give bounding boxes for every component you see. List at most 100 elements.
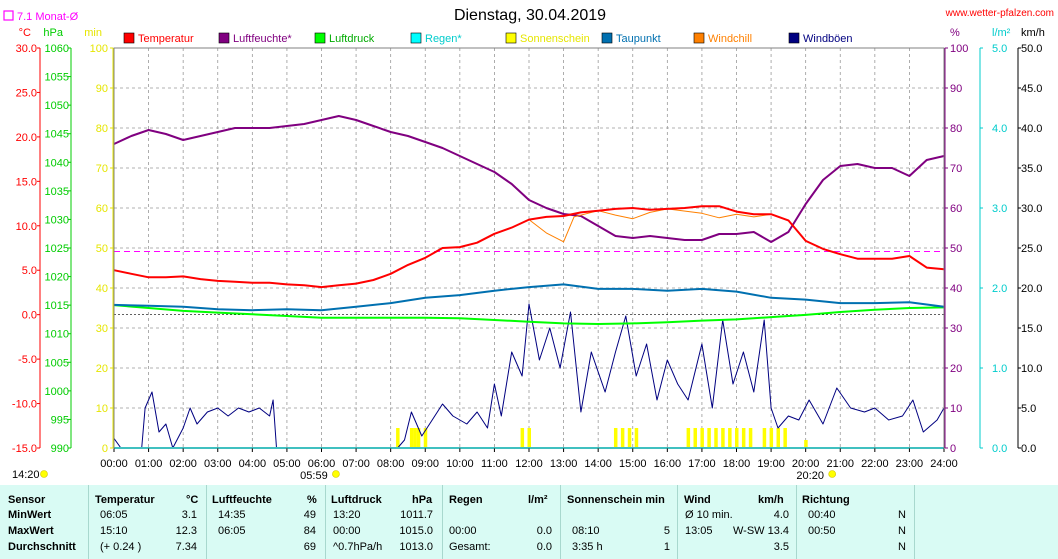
stats-header-wind: Wind <box>684 494 711 506</box>
y-tick-label: 20 <box>96 363 108 375</box>
x-tick-label: 15:00 <box>619 458 647 470</box>
stats-cell-label: MinWert <box>8 509 52 521</box>
y-tick-label: 4.0 <box>992 123 1007 135</box>
y-tick-label: 30.0 <box>1021 203 1042 215</box>
y-tick-label: 10 <box>950 403 962 415</box>
current-time-sun-icon <box>40 470 48 478</box>
y-tick-label: 10.0 <box>16 221 37 233</box>
y-tick-label: 1055 <box>45 72 69 84</box>
sunrise-label: 05:59 <box>300 470 328 482</box>
stats-cell-s-val: 5 <box>663 525 670 537</box>
x-tick-label: 19:00 <box>757 458 785 470</box>
stats-cell-d-val: N <box>898 541 906 553</box>
sunshine-bar <box>413 428 417 448</box>
plot-frame <box>113 47 945 449</box>
sunset-label: 20:20 <box>796 470 824 482</box>
x-axis: 00:00 01:00 02:00 03:00 04:00 05:00 06:00 07:00… <box>12 448 958 482</box>
sunshine-bar <box>620 428 625 448</box>
stats-header-temp-unit: °C <box>186 494 199 506</box>
stats-cell-t-time: 15:10 <box>100 525 128 537</box>
y-tick-label: 60 <box>96 203 108 215</box>
stats-cell-t-time: 06:05 <box>100 509 128 521</box>
sunshine-bar <box>520 428 525 448</box>
y-tick-label: 30 <box>950 323 962 335</box>
stats-header-dir: Richtung <box>802 494 850 506</box>
stats-cell-t-time: (+ 0.24 ) <box>100 541 142 553</box>
y-tick-label: 90 <box>96 83 108 95</box>
x-tick-label: 16:00 <box>654 458 682 470</box>
y-tick-label: -10.0 <box>12 399 37 411</box>
stats-cell-t-val: 7.34 <box>175 541 197 553</box>
legend-label: Regen* <box>425 33 462 45</box>
stats-cell-w-val: 4.0 <box>773 509 789 521</box>
sunshine-bar <box>762 428 767 448</box>
legend-label: Taupunkt <box>616 33 661 45</box>
stats-cell-p-time: 13:20 <box>333 509 361 521</box>
y-axis-unit: km/h <box>1021 27 1045 39</box>
stats-cell-w-time: Ø 10 min. <box>685 509 733 521</box>
x-tick-label: 05:00 <box>273 458 301 470</box>
y-axis-unit: hPa <box>43 27 63 39</box>
stats-cell-p-val: 1011.7 <box>400 509 433 521</box>
y-tick-label: -5.0 <box>18 354 37 366</box>
legend-label: Sonnenschein <box>520 33 590 45</box>
y-tick-label: 80 <box>96 123 108 135</box>
y-tick-label: 80 <box>950 123 962 135</box>
sunshine-bar <box>735 428 739 448</box>
y-tick-label: 35.0 <box>1021 163 1042 175</box>
axes: °C 30.0 25.0 20.0 15.0 10.0 5.0 0.0 -5.0 -10.0 -15… <box>12 27 1045 455</box>
sunshine-bar <box>627 428 632 448</box>
series-line-taupunkt <box>113 283 945 312</box>
stats-cell-h-time: 14:35 <box>218 509 246 521</box>
y-tick-label: -15.0 <box>12 443 37 455</box>
sunshine-bar <box>700 428 704 448</box>
sunshine-bar <box>714 428 718 448</box>
stats-header-press-unit: hPa <box>412 494 433 506</box>
sunshine-bar <box>769 428 774 448</box>
legend-swatch <box>410 32 422 44</box>
x-tick-label: 10:00 <box>446 458 474 470</box>
current-time-label: 14:20 <box>12 469 40 481</box>
y-tick-label: 1040 <box>45 157 69 169</box>
sunshine-bar <box>423 428 428 448</box>
stats-header-rain-unit: l/m² <box>528 494 548 506</box>
y-axis-unit: % <box>950 27 960 39</box>
sunshine-bar <box>741 428 746 448</box>
legend-swatch <box>505 32 517 44</box>
y-tick-label: 20.0 <box>16 132 37 144</box>
sunshine-bar <box>613 428 618 448</box>
y-tick-label: 50.0 <box>1021 43 1042 55</box>
y-tick-label: 70 <box>96 163 108 175</box>
series-line-temperatur <box>113 205 945 289</box>
stats-cell-w-val: W-SW 13.4 <box>732 525 789 537</box>
y-tick-label: 0 <box>950 443 956 455</box>
x-tick-label: 01:00 <box>135 458 163 470</box>
x-tick-label: 08:00 <box>377 458 405 470</box>
stats-cell-h-time: 06:05 <box>218 525 246 537</box>
x-tick-label: 17:00 <box>688 458 716 470</box>
y-tick-label: 5.0 <box>1021 403 1036 415</box>
stats-cell-r-time: Gesamt: <box>449 541 491 553</box>
stats-header-rain: Regen <box>449 494 483 506</box>
x-tick-label: 07:00 <box>342 458 370 470</box>
sunshine-bar <box>776 428 780 448</box>
legend-swatch <box>693 32 705 44</box>
stats-cell-w-time: 13:05 <box>685 525 713 537</box>
y-tick-label: 0.0 <box>1021 443 1036 455</box>
y-tick-label: 30.0 <box>16 43 37 55</box>
stats-cell-h-val: 69 <box>303 541 316 553</box>
stats-cell-d-time: 00:50 <box>808 525 836 537</box>
y-tick-label: 45.0 <box>1021 83 1042 95</box>
stats-cell-t-val: 3.1 <box>181 509 197 521</box>
stats-cell-r-val: 0.0 <box>536 525 552 537</box>
chart-title: Dienstag, 30.04.2019 <box>454 7 606 24</box>
y-axis-unit: l/m² <box>992 27 1011 39</box>
y-tick-label: 70 <box>950 163 962 175</box>
monthly-avg-icon <box>3 10 14 21</box>
y-tick-label: 50 <box>96 243 108 255</box>
y-tick-label: 1035 <box>45 186 69 198</box>
x-tick-label: 13:00 <box>550 458 578 470</box>
y-tick-label: 90 <box>950 83 962 95</box>
sunshine-bar <box>693 428 697 448</box>
